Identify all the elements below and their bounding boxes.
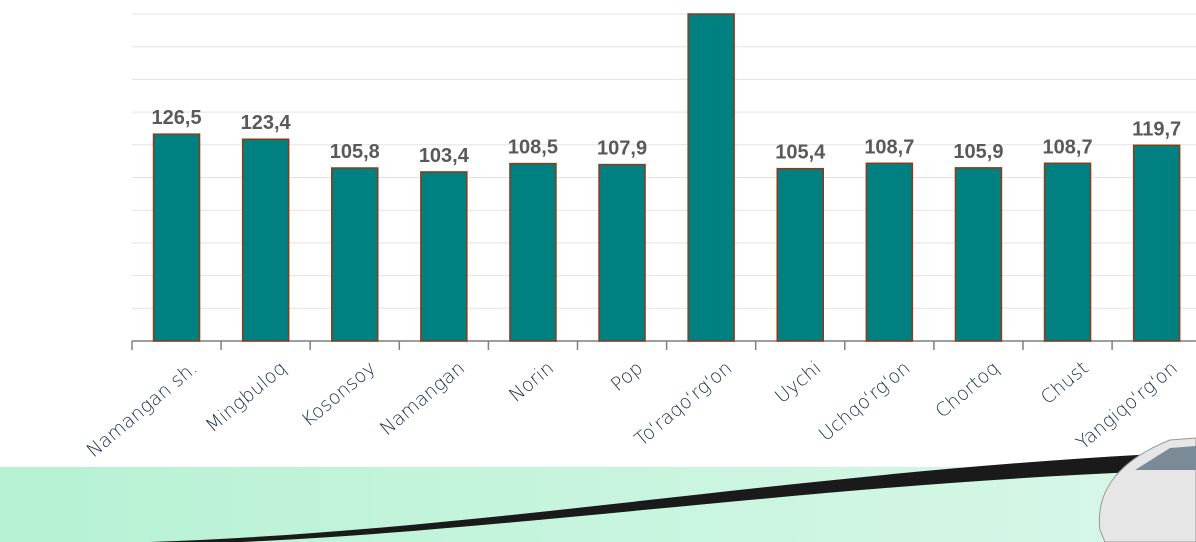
x-tick-label: Mingbuloq — [202, 357, 291, 437]
x-tick-label: To‘raqo‘rg‘on — [631, 357, 737, 451]
bar — [865, 162, 914, 342]
bar — [776, 167, 824, 342]
background-swoosh — [150, 452, 1196, 542]
value-label: 105,8 — [330, 141, 380, 163]
value-label: 105,4 — [775, 142, 826, 164]
bar — [687, 13, 735, 342]
bar — [1132, 144, 1181, 342]
value-label: 108,5 — [508, 137, 558, 159]
x-tick-label: Uchqo‘rg‘on — [815, 357, 915, 446]
value-label: 105,9 — [953, 141, 1003, 163]
bar — [241, 138, 290, 342]
value-label: 126,5 — [152, 107, 202, 129]
x-tick-label: Kosonsoy — [297, 357, 380, 431]
value-label: 103,4 — [419, 145, 470, 167]
x-tick-label: Chortoq — [931, 357, 1003, 423]
x-tick-label: Norin — [505, 357, 558, 407]
bar — [954, 167, 1003, 342]
value-label: 108,7 — [1043, 136, 1093, 158]
bar — [420, 171, 468, 342]
x-tick-label: Uychi — [771, 357, 826, 408]
value-label: 123,4 — [241, 112, 292, 134]
bar — [1043, 162, 1092, 342]
bar — [598, 163, 646, 342]
value-label: 119,7 — [1132, 118, 1181, 140]
bar — [152, 133, 201, 342]
bar — [509, 162, 557, 342]
car-icon — [1098, 437, 1196, 542]
x-tick-label: Namangan sh. — [83, 357, 202, 462]
value-label: 107,9 — [597, 138, 647, 160]
value-label: 108,7 — [864, 136, 914, 158]
x-tick-label: Chust — [1037, 357, 1093, 409]
x-tick-label: Namangan — [376, 357, 469, 440]
bar — [331, 167, 379, 342]
x-tick-label: Pop — [607, 357, 648, 396]
